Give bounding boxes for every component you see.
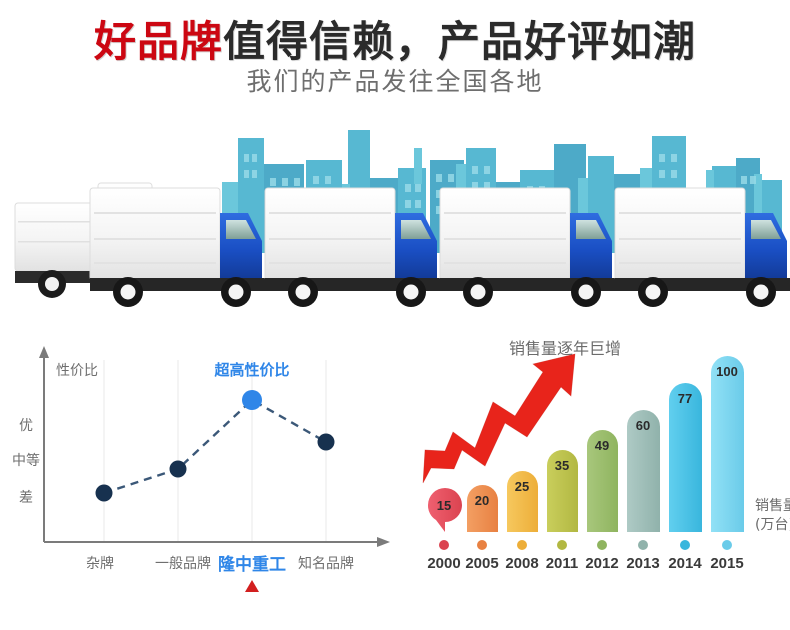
x-tick-label-1: 一般品牌 [155, 555, 211, 572]
chart-title: 销售量逐年巨增 [509, 339, 621, 358]
x-tick-label-2008: 2008 [505, 555, 538, 572]
page-subtitle: 我们的产品发往全国各地 [246, 67, 544, 96]
page-title-rest: 值得信赖，产品好评如潮 [223, 17, 697, 66]
x-tick-label-2012: 2012 [585, 555, 618, 572]
x-tick-label-2013: 2013 [626, 555, 659, 572]
annual-sales-chart: 销售量逐年巨增 [415, 330, 790, 630]
truck-3 [264, 187, 441, 307]
y-axis-label-line2: (万台) [755, 517, 790, 533]
x-tick-label-0: 杂牌 [86, 555, 114, 572]
y-axis-label-line1: 销售量 [755, 498, 790, 514]
trucks-skyline-graphic [14, 130, 790, 307]
charts-row: 性价比 优 中等 差 超高性价比 杂牌 一般品牌 隆中重工 知名品牌 [0, 330, 790, 630]
y-tick-label-2: 差 [19, 490, 33, 506]
x-tick-label-2011: 2011 [546, 555, 579, 572]
x-tick-label-3: 知名品牌 [298, 555, 354, 572]
truck-4 [439, 187, 616, 307]
bar-value-2011: 35 [555, 458, 569, 473]
value-for-money-chart: 性价比 优 中等 差 超高性价比 杂牌 一般品牌 隆中重工 知名品牌 [0, 330, 420, 630]
data-point-2-highlight[interactable] [242, 390, 262, 410]
header: 好品牌值得信赖，产品好评如潮 我们的产品发往全国各地 [0, 0, 790, 108]
data-point-0[interactable] [95, 484, 113, 502]
bar-value-2013: 60 [636, 418, 650, 433]
data-point-1[interactable] [169, 460, 187, 478]
bar-value-2008: 25 [515, 479, 529, 494]
brand-marker-triangle-icon [245, 580, 259, 592]
highlight-annotation: 超高性价比 [213, 361, 289, 379]
bar-value-2014: 77 [678, 391, 692, 406]
bar-value-2012: 49 [595, 438, 609, 453]
chart-gridlines [103, 360, 327, 542]
x-tick-label-2005: 2005 [465, 555, 498, 572]
bars-group [427, 356, 744, 532]
bar-2000[interactable] [427, 488, 462, 532]
bar-value-2015: 100 [716, 364, 738, 379]
series-line [103, 398, 327, 495]
x-tick-label-2014: 2014 [668, 555, 702, 572]
x-axis [44, 537, 390, 547]
bar-value-2000: 15 [437, 498, 451, 513]
page-title-highlight: 好品牌 [93, 17, 223, 66]
hero-illustration [0, 108, 790, 313]
y-tick-label-1: 中等 [12, 452, 40, 469]
y-axis-title: 性价比 [56, 363, 98, 379]
x-tick-dots [439, 540, 732, 550]
truck-2 [89, 187, 266, 307]
trend-arrow-icon [422, 353, 576, 484]
x-tick-label-2015: 2015 [710, 555, 743, 572]
x-tick-label-2000: 2000 [427, 555, 460, 572]
truck-5 [614, 187, 790, 307]
y-axis [39, 346, 49, 542]
page-title: 好品牌值得信赖，产品好评如潮 [0, 8, 790, 69]
x-tick-label-brand: 隆中重工 [218, 554, 286, 575]
y-tick-label-0: 优 [19, 418, 33, 434]
bar-value-2005: 20 [475, 493, 489, 508]
data-point-3[interactable] [317, 433, 335, 451]
